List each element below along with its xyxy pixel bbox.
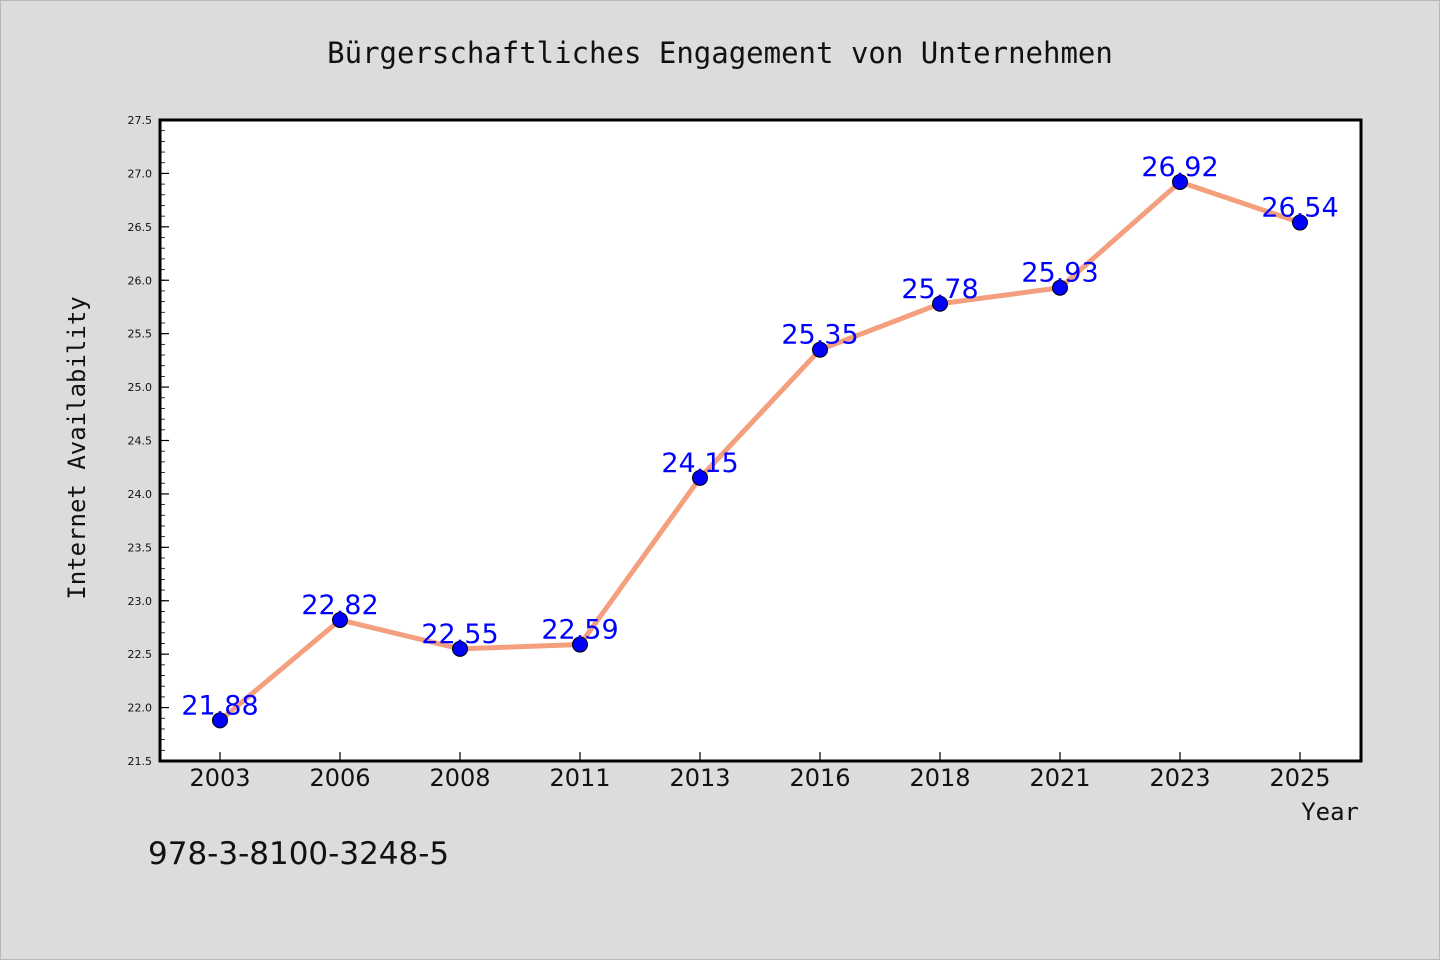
- data-label: 22.59: [541, 615, 618, 646]
- y-tick-label: 25.5: [128, 328, 153, 341]
- data-label: 22.55: [421, 619, 498, 650]
- data-point: [692, 469, 708, 486]
- series-line-group: [217, 179, 1303, 723]
- data-label: 25.93: [1021, 258, 1098, 289]
- data-point: [932, 295, 948, 312]
- chart-title: Bürgerschaftliches Engagement von Untern…: [327, 36, 1113, 70]
- y-tick-label: 26.0: [128, 274, 153, 287]
- y-tick-label: 26.5: [128, 221, 153, 234]
- y-tick-label: 23.5: [128, 541, 153, 554]
- marker-group: [212, 173, 1308, 729]
- y-tick-label: 23.0: [128, 595, 153, 608]
- data-label: 26.92: [1141, 152, 1218, 183]
- y-tick-label: 24.5: [128, 435, 153, 448]
- x-tick-label: 2003: [189, 764, 250, 792]
- x-axis: 2003 2006 2008 2011 2013 2016 2018 2021 2023 2025: [189, 752, 1331, 792]
- data-label: 21.88: [181, 690, 258, 721]
- data-label-group: 21.88 22.82 22.55 22.59 24.15 25.35 25.78 25.93…: [181, 152, 1338, 721]
- x-tick-label: 2006: [309, 764, 370, 792]
- y-tick-label: 22.5: [128, 648, 153, 661]
- data-label: 26.54: [1261, 193, 1338, 224]
- plot-area: [158, 118, 1363, 763]
- y-tick-label: 25.0: [128, 381, 153, 394]
- data-point: [1172, 173, 1188, 190]
- y-tick-label: 22.0: [128, 702, 153, 715]
- x-tick-label: 2013: [669, 764, 730, 792]
- data-point: [332, 611, 348, 628]
- y-tick-label: 24.0: [128, 488, 153, 501]
- data-point: [452, 640, 468, 657]
- y-tick-label: 27.5: [128, 114, 153, 127]
- data-point: [1052, 279, 1068, 296]
- x-tick-label: 2023: [1149, 764, 1210, 792]
- x-tick-label: 2025: [1269, 764, 1330, 792]
- series-line: [217, 179, 1303, 723]
- data-point: [812, 341, 828, 358]
- x-axis-label: Year: [1301, 798, 1359, 826]
- y-axis-label: Internet Availability: [63, 296, 91, 599]
- x-tick-label: 2021: [1029, 764, 1090, 792]
- isbn-text: 978-3-8100-3248-5: [148, 836, 449, 872]
- y-tick-label: 27.0: [128, 167, 153, 180]
- x-tick-label: 2016: [789, 764, 850, 792]
- data-point: [212, 712, 228, 729]
- data-label: 24.15: [661, 448, 738, 479]
- y-tick-label: 21.5: [128, 755, 153, 768]
- data-label: 25.35: [781, 320, 858, 351]
- y-axis: 21.5 22.0 22.5 23.0 23.5 24.0 24.5 25.0 25.5 26.0…: [128, 114, 169, 768]
- data-label: 22.82: [301, 590, 378, 621]
- data-label: 25.78: [901, 274, 978, 305]
- data-point: [1292, 214, 1308, 231]
- x-tick-label: 2008: [429, 764, 490, 792]
- x-tick-label: 2011: [549, 764, 610, 792]
- data-point: [572, 636, 588, 653]
- x-tick-label: 2018: [909, 764, 970, 792]
